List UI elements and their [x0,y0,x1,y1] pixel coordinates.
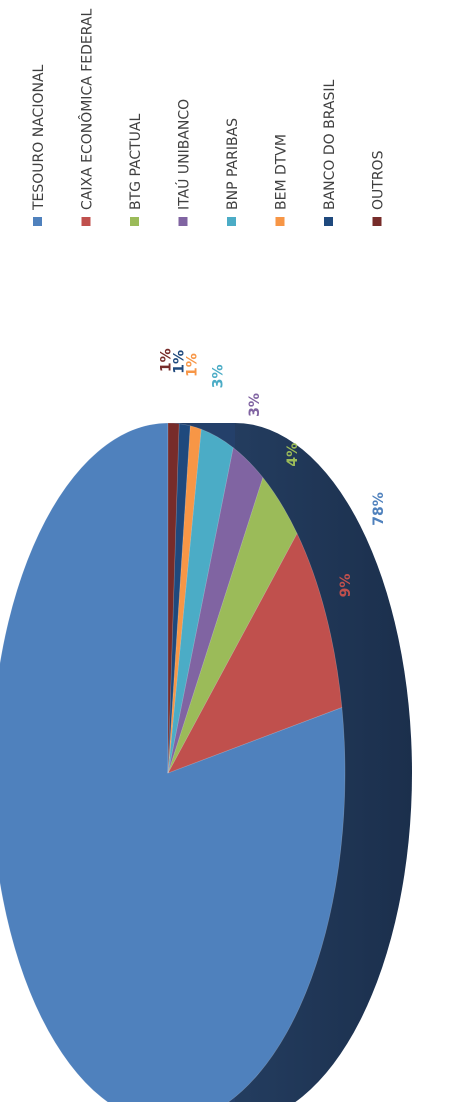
pie-slice-caixa-economica-federal [167,532,343,774]
pie-slice-outros [167,422,180,774]
pie-slice-banco-do-brasil [167,423,191,774]
legend-entry-tesouro-nacional: TESOURO NACIONAL [31,64,47,226]
legend-label: BTG PACTUAL [128,114,144,210]
legend-entry-btg-pactual: BTG PACTUAL [128,114,144,226]
pie-slice-bnp-paribas [167,428,234,774]
legend-entry-caixa-economica-federal: CAIXA ECONÔMICA FEDERAL [78,8,96,226]
pie-slice-itau-unibanco [167,447,264,774]
data-label-banco-do-brasil: 1% [172,350,188,374]
legend: TESOURO NACIONAL CAIXA ECONÔMICA FEDERAL B… [31,8,387,226]
data-label-bem-dtvm: 1% [185,353,201,377]
legend-swatch [227,217,236,226]
data-label-outros: 1% [159,348,175,372]
legend-label: TESOURO NACIONAL [31,64,47,211]
legend-label: CAIXA ECONÔMICA FEDERAL [78,8,96,210]
legend-swatch [275,217,285,226]
legend-swatch [372,217,382,226]
legend-label: OUTROS [371,150,387,210]
pie-slice-bem-dtvm [167,425,202,774]
legend-entry-itau-unibanco: ITAÚ UNIBANCO [175,99,193,226]
pie-slices [0,422,346,1102]
legend-label: ITAÚ UNIBANCO [175,99,193,210]
data-label-btg-pactual: 4% [285,443,301,467]
pie-slice-btg-pactual [167,476,298,774]
legend-swatch [324,217,333,226]
pie-data-labels: 78%9%4%3%3%1%1%1% [159,348,387,597]
data-label-caixa-economica-federal: 9% [338,574,354,598]
legend-swatch [81,217,91,226]
pie-slice-tesouro-nacional [0,422,346,1102]
legend-label: BEM DTVM [274,134,290,210]
legend-entry-bnp-paribas: BNP PARIBAS [225,118,241,226]
legend-swatch [33,217,42,226]
legend-swatch [130,217,139,226]
legend-entry-outros: OUTROS [371,150,387,226]
data-label-tesouro-nacional: 78% [371,492,387,526]
data-label-bnp-paribas: 3% [210,365,226,389]
legend-entry-banco-do-brasil: BANCO DO BRASIL [322,79,338,226]
data-label-itau-unibanco: 3% [247,393,263,417]
legend-label: BNP PARIBAS [225,118,241,210]
legend-entry-bem-dtvm: BEM DTVM [274,134,290,226]
legend-label: BANCO DO BRASIL [322,79,338,210]
legend-swatch [178,217,188,226]
